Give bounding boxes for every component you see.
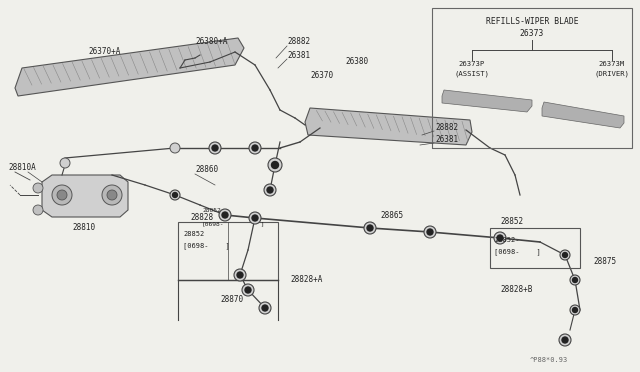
- Circle shape: [573, 308, 577, 312]
- Circle shape: [234, 269, 246, 281]
- Circle shape: [267, 187, 273, 193]
- Text: (ASSIST): (ASSIST): [454, 71, 490, 77]
- Circle shape: [364, 222, 376, 234]
- Circle shape: [262, 305, 268, 311]
- Circle shape: [212, 145, 218, 151]
- Circle shape: [33, 205, 43, 215]
- Circle shape: [245, 287, 251, 293]
- Polygon shape: [15, 38, 244, 96]
- Polygon shape: [42, 175, 128, 217]
- Circle shape: [264, 184, 276, 196]
- Polygon shape: [305, 108, 472, 145]
- Circle shape: [570, 305, 580, 315]
- Text: 26373P: 26373P: [459, 61, 485, 67]
- Text: [0698-    ]: [0698- ]: [494, 248, 541, 255]
- Circle shape: [573, 278, 577, 282]
- Circle shape: [259, 302, 271, 314]
- Circle shape: [367, 225, 373, 231]
- Text: 26381: 26381: [435, 135, 458, 144]
- Circle shape: [222, 212, 228, 218]
- Text: 28875: 28875: [593, 257, 616, 266]
- Text: 28828: 28828: [190, 214, 213, 222]
- Text: 26373M: 26373M: [599, 61, 625, 67]
- Text: REFILLS-WIPER BLADE: REFILLS-WIPER BLADE: [486, 17, 579, 26]
- Circle shape: [237, 272, 243, 278]
- Text: 26380+A: 26380+A: [195, 38, 227, 46]
- Text: [0698-: [0698-: [202, 221, 225, 227]
- Circle shape: [559, 334, 571, 346]
- Text: 28852: 28852: [500, 218, 523, 227]
- Circle shape: [562, 337, 568, 343]
- Circle shape: [427, 229, 433, 235]
- Circle shape: [107, 190, 117, 200]
- Circle shape: [219, 209, 231, 221]
- Circle shape: [170, 190, 180, 200]
- Circle shape: [242, 284, 254, 296]
- Text: ^P88*0.93: ^P88*0.93: [530, 357, 568, 363]
- Circle shape: [33, 183, 43, 193]
- Circle shape: [563, 253, 568, 257]
- Text: 28852: 28852: [183, 231, 204, 237]
- Circle shape: [52, 185, 72, 205]
- Circle shape: [570, 275, 580, 285]
- Text: 28870: 28870: [220, 295, 243, 305]
- Circle shape: [249, 142, 261, 154]
- Circle shape: [271, 161, 278, 169]
- Text: ]: ]: [242, 221, 264, 227]
- Circle shape: [497, 235, 503, 241]
- Polygon shape: [442, 90, 532, 112]
- Text: 28810: 28810: [72, 224, 95, 232]
- Circle shape: [424, 226, 436, 238]
- Circle shape: [102, 185, 122, 205]
- Text: 28882: 28882: [435, 124, 458, 132]
- Text: 28860: 28860: [195, 166, 218, 174]
- Circle shape: [173, 192, 177, 198]
- Text: 28810A: 28810A: [8, 164, 36, 173]
- Text: 26381: 26381: [287, 51, 310, 60]
- Circle shape: [252, 145, 258, 151]
- Bar: [490, 228, 580, 268]
- Circle shape: [209, 142, 221, 154]
- Circle shape: [494, 232, 506, 244]
- Text: 26380: 26380: [345, 58, 368, 67]
- Text: 28052: 28052: [202, 208, 221, 212]
- Bar: [432, 8, 632, 148]
- Text: 26373: 26373: [520, 29, 544, 38]
- Text: 28882: 28882: [287, 38, 310, 46]
- Polygon shape: [542, 102, 624, 128]
- Text: 28852-: 28852-: [494, 237, 520, 243]
- Circle shape: [60, 158, 70, 168]
- Text: [0698-    ]: [0698- ]: [183, 243, 230, 249]
- Circle shape: [252, 215, 258, 221]
- Text: 26370: 26370: [310, 71, 333, 80]
- Circle shape: [268, 158, 282, 172]
- Text: 28828+B: 28828+B: [500, 285, 532, 295]
- Text: (DRIVER): (DRIVER): [595, 71, 630, 77]
- Text: 28865: 28865: [380, 211, 403, 219]
- Circle shape: [249, 212, 261, 224]
- Circle shape: [57, 190, 67, 200]
- Circle shape: [170, 143, 180, 153]
- Bar: [178, 222, 278, 280]
- Text: 28828+A: 28828+A: [290, 276, 323, 285]
- Text: 26370+A: 26370+A: [88, 48, 120, 57]
- Circle shape: [560, 250, 570, 260]
